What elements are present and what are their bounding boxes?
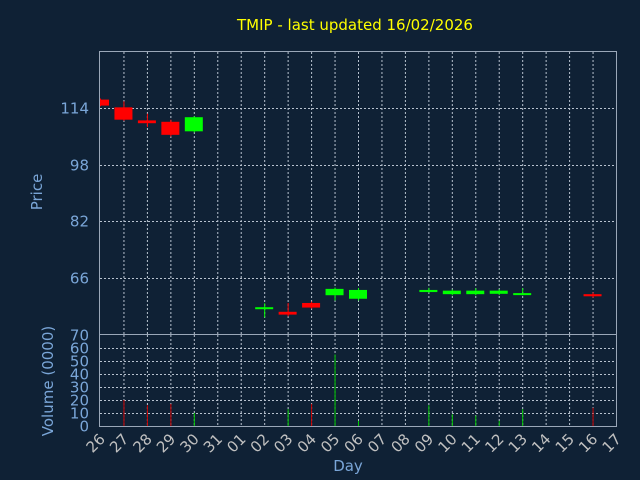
x-tick-label: 01 <box>223 430 249 456</box>
volume-grid <box>100 335 616 426</box>
candle-body <box>583 294 602 297</box>
x-tick-label: 11 <box>458 430 484 456</box>
volume-y-tick-label: 50 <box>70 353 89 371</box>
candle-body <box>442 290 461 295</box>
x-tick-label: 27 <box>106 430 132 456</box>
candle-body <box>278 311 297 315</box>
price-y-tick-label: 98 <box>70 157 89 175</box>
volume-y-tick-label: 10 <box>70 405 89 423</box>
volume-y-tick-label: 0 <box>79 418 89 436</box>
volume-bars <box>123 354 594 426</box>
x-tick-label: 12 <box>481 430 507 456</box>
x-tick-label: 15 <box>552 430 578 456</box>
candle-body <box>137 120 156 124</box>
candle-body <box>349 289 367 299</box>
x-tick-label: 03 <box>270 430 296 456</box>
x-tick-label: 10 <box>434 430 460 456</box>
chart-title: TMIP - last updated 16/02/2026 <box>236 16 473 34</box>
price-axis-label: Price <box>28 174 46 211</box>
candle-body <box>114 107 133 120</box>
x-tick-label: 02 <box>247 430 273 456</box>
x-tick-label: 16 <box>575 430 601 456</box>
volume-axis-label: Volume (0000) <box>39 326 57 436</box>
x-tick-label: 28 <box>130 430 156 456</box>
x-tick-label: 13 <box>505 430 531 456</box>
candle-body <box>184 117 203 132</box>
price-panel: 66 82 98 114 Price <box>28 51 617 335</box>
x-tick-label: 14 <box>528 430 554 456</box>
volume-frame <box>99 334 617 427</box>
candle-body <box>466 290 485 295</box>
volume-y-tick-label: 60 <box>70 340 89 358</box>
candle-body <box>302 302 321 308</box>
candle-body <box>419 289 438 293</box>
x-tick-label: 06 <box>341 430 367 456</box>
price-y-tick-label: 66 <box>70 270 89 288</box>
volume-y-tick-label: 40 <box>70 366 89 384</box>
x-tick-labels: 2627282930310102030405060708091011121314… <box>83 430 625 456</box>
candle-body <box>100 99 109 106</box>
candle-body <box>325 288 344 296</box>
volume-y-tick-label: 20 <box>70 392 89 410</box>
x-tick-label: 08 <box>388 430 414 456</box>
x-tick-label: 09 <box>411 430 437 456</box>
volume-y-tick-label: 70 <box>70 327 89 345</box>
candle-body <box>513 293 532 296</box>
price-y-ticks: 66 82 98 114 <box>60 100 89 288</box>
candle-body <box>489 290 508 294</box>
x-axis-label: Day <box>333 457 363 475</box>
x-tick-label: 29 <box>153 430 179 456</box>
price-grid <box>100 52 616 334</box>
x-tick-label: 04 <box>294 430 320 456</box>
x-tick-label: 17 <box>599 430 625 456</box>
price-y-tick-label: 114 <box>60 100 89 118</box>
candle-body <box>255 307 274 310</box>
x-tick-label: 30 <box>176 430 202 456</box>
x-tick-label: 31 <box>200 430 226 456</box>
volume-y-tick-label: 30 <box>70 379 89 397</box>
x-tick-label: 07 <box>364 430 390 456</box>
price-y-tick-label: 82 <box>70 213 89 231</box>
x-tick-label: 05 <box>317 430 343 456</box>
candle-body <box>161 121 180 135</box>
candlesticks <box>100 98 602 318</box>
